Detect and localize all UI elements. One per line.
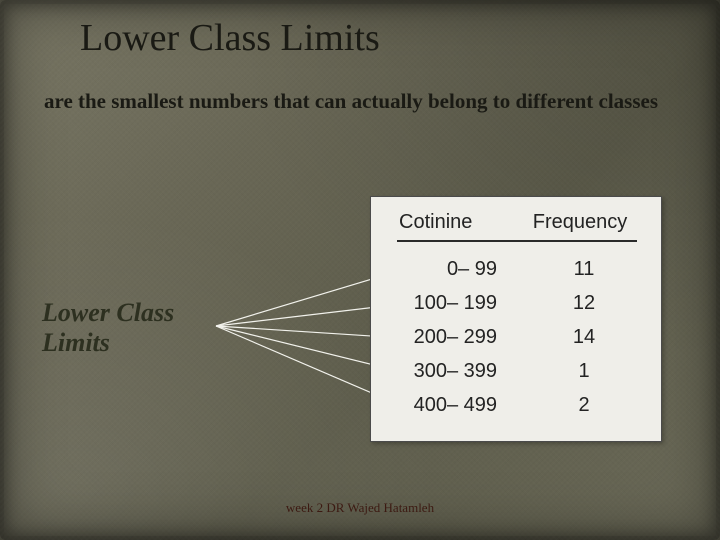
cell-frequency: 1	[529, 354, 639, 388]
cell-cotinine: 200– 299	[395, 320, 515, 354]
cell-cotinine: 0– 99	[395, 252, 515, 286]
cell-frequency: 12	[529, 286, 639, 320]
cell-frequency: 11	[529, 252, 639, 286]
table-row: 400– 499 2	[395, 388, 639, 422]
cell-cotinine: 400– 499	[395, 388, 515, 422]
col-header-cotinine: Cotinine	[399, 211, 519, 234]
table-rule	[397, 240, 637, 242]
page-title: Lower Class Limits	[80, 16, 380, 60]
cell-cotinine: 100– 199	[395, 286, 515, 320]
cell-frequency: 14	[529, 320, 639, 354]
footer-text: week 2 DR Wajed Hatamleh	[0, 500, 720, 516]
callout-label: Lower Class Limits	[42, 298, 222, 358]
definition-text: are the smallest numbers that can actual…	[44, 88, 664, 114]
cell-frequency: 2	[529, 388, 639, 422]
table-header: Cotinine Frequency	[395, 211, 639, 240]
table-row: 100– 199 12	[395, 286, 639, 320]
col-header-frequency: Frequency	[525, 211, 635, 234]
table-body: 0– 9911100– 19912200– 29914300– 3991400–…	[395, 252, 639, 422]
frequency-table: Cotinine Frequency 0– 9911100– 19912200–…	[370, 196, 662, 442]
table-row: 300– 399 1	[395, 354, 639, 388]
table-row: 200– 299 14	[395, 320, 639, 354]
table-row: 0– 99 11	[395, 252, 639, 286]
cell-cotinine: 300– 399	[395, 354, 515, 388]
